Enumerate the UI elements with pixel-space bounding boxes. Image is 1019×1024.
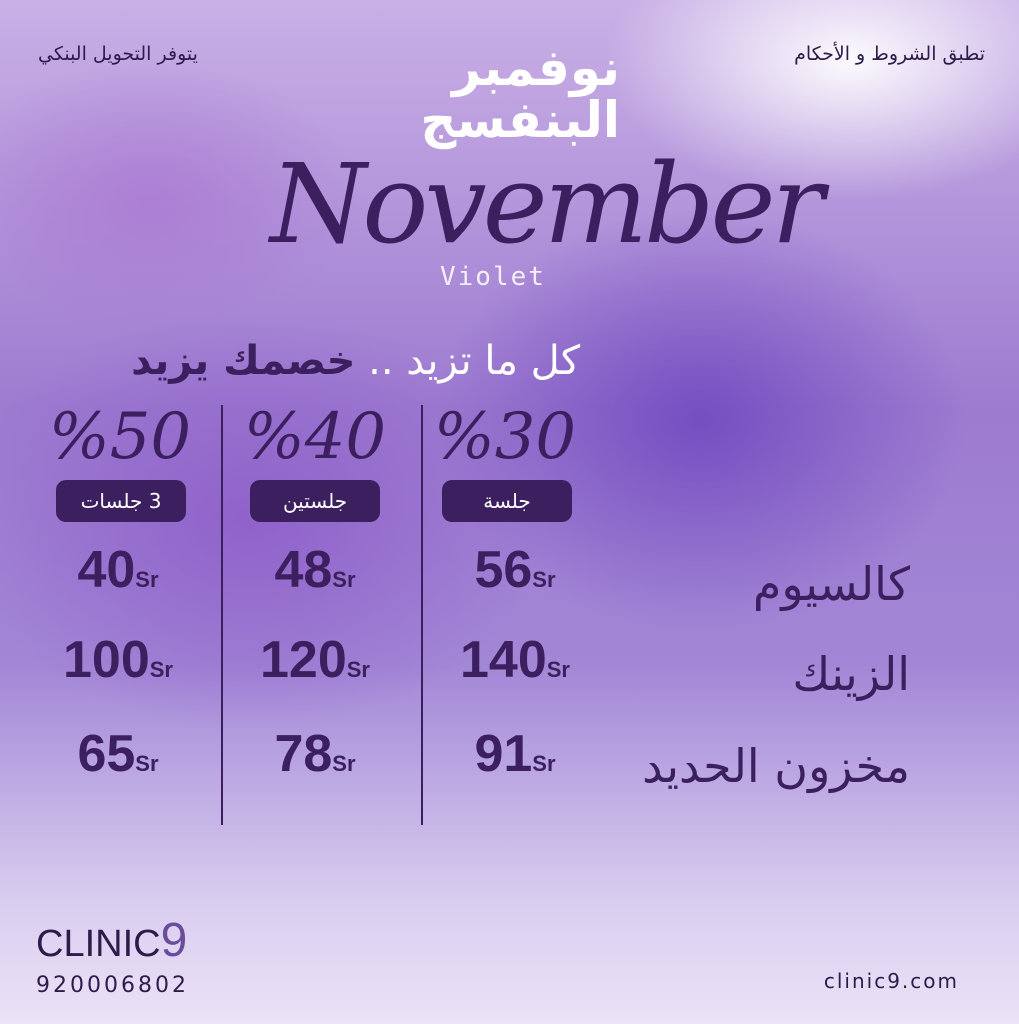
website-link: clinic9.com xyxy=(823,969,959,993)
price-value: 100 xyxy=(62,631,150,689)
sessions-badge: 3 جلسات xyxy=(56,480,186,522)
tagline: كل ما تزيد .. خصمك يزيد xyxy=(40,336,580,386)
price-cell: 56Sr xyxy=(425,540,605,610)
phone-number: 920006802 xyxy=(36,973,189,998)
price-value: 65 xyxy=(77,725,136,783)
price-value: 48 xyxy=(274,541,333,599)
discount-50: %50 xyxy=(48,400,192,474)
row-label-iron: مخزون الحديد xyxy=(642,739,910,793)
sessions-badge: جلستين xyxy=(250,480,380,522)
logo-digit: 9 xyxy=(160,914,188,967)
price-cell: 40Sr xyxy=(28,540,208,610)
column-divider xyxy=(421,405,423,825)
price-value: 140 xyxy=(459,631,547,689)
price-cell: 91Sr xyxy=(425,724,605,794)
row-label-zinc: الزينك xyxy=(792,647,910,701)
arabic-title-line2: البنفسج xyxy=(420,91,620,149)
price-value: 40 xyxy=(77,541,136,599)
currency-label: Sr xyxy=(346,657,370,682)
currency-label: Sr xyxy=(332,567,356,592)
column-divider xyxy=(221,405,223,825)
tagline-part2: خصمك يزيد xyxy=(131,338,356,384)
sessions-badge: جلسة xyxy=(442,480,572,522)
english-subtitle: Violet xyxy=(440,262,546,292)
discount-30: %30 xyxy=(433,400,577,474)
terms-note: تطبق الشروط و الأحكام xyxy=(794,43,985,65)
currency-label: Sr xyxy=(546,657,570,682)
bank-transfer-note: يتوفر التحويل البنكي xyxy=(38,43,198,65)
currency-label: Sr xyxy=(532,751,556,776)
price-value: 91 xyxy=(474,725,533,783)
price-cell: 120Sr xyxy=(225,630,405,700)
currency-label: Sr xyxy=(135,751,159,776)
currency-label: Sr xyxy=(532,567,556,592)
arabic-title-line1: نوفمبر xyxy=(452,39,620,97)
price-cell: 140Sr xyxy=(425,630,605,700)
tagline-part1: كل ما تزيد .. xyxy=(368,338,580,384)
currency-label: Sr xyxy=(149,657,173,682)
price-cell: 100Sr xyxy=(28,630,208,700)
price-cell: 65Sr xyxy=(28,724,208,794)
price-value: 56 xyxy=(474,541,533,599)
discount-40: %40 xyxy=(243,400,387,474)
currency-label: Sr xyxy=(332,751,356,776)
english-title: November xyxy=(270,140,824,268)
price-cell: 78Sr xyxy=(225,724,405,794)
logo-text: CLINIC xyxy=(36,923,161,965)
price-value: 120 xyxy=(259,631,347,689)
price-cell: 48Sr xyxy=(225,540,405,610)
price-value: 78 xyxy=(274,725,333,783)
currency-label: Sr xyxy=(135,567,159,592)
row-label-calcium: كالسيوم xyxy=(752,557,910,611)
clinic9-logo: CLINIC9 xyxy=(36,914,187,971)
